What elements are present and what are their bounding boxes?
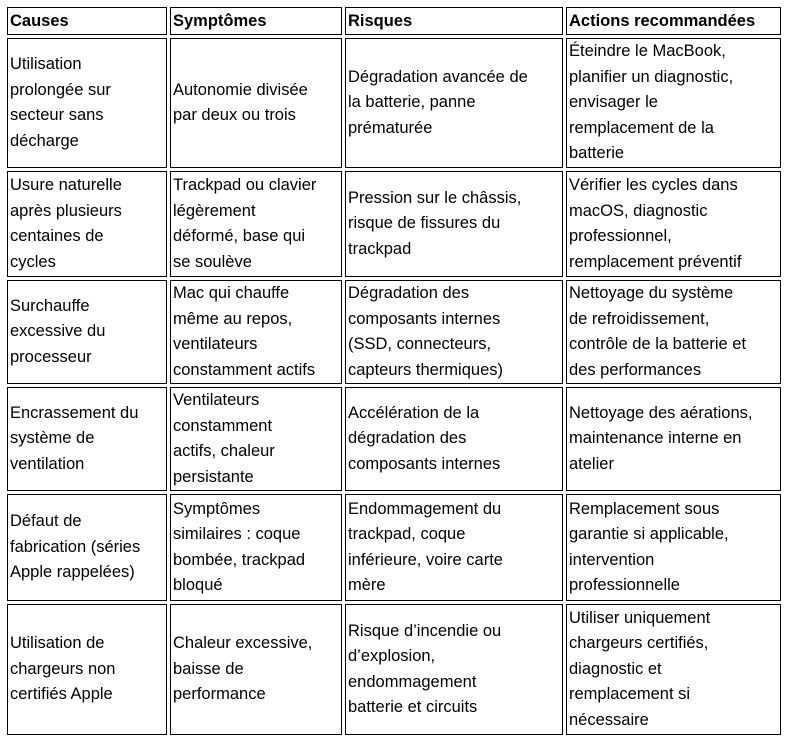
header-causes: Causes <box>7 7 167 35</box>
symptom-cell: Ventilateurs constamment actifs, chaleur… <box>170 387 342 491</box>
action-cell: Nettoyage du système de refroidissement,… <box>566 280 781 384</box>
table-row: Usure naturelle après plusieurs centaine… <box>7 171 781 277</box>
symptom-cell: Mac qui chauffe même au repos, ventilate… <box>170 280 342 384</box>
risk-cell: Accélération de la dégradation des compo… <box>345 387 563 491</box>
header-row: Causes Symptômes Risques Actions recomma… <box>7 7 781 35</box>
header-actions: Actions recommandées <box>566 7 781 35</box>
action-cell: Éteindre le MacBook, planifier un diagno… <box>566 38 781 168</box>
action-cell: Vérifier les cycles dans macOS, diagnost… <box>566 171 781 277</box>
risk-cell: Dégradation avancée de la batterie, pann… <box>345 38 563 168</box>
cause-cell: Défaut de fabrication (séries Apple rapp… <box>7 494 167 601</box>
action-cell: Utiliser uniquement chargeurs certifiés,… <box>566 604 781 735</box>
table-row: Défaut de fabrication (séries Apple rapp… <box>7 494 781 601</box>
table-row: Surchauffe excessive du processeur Mac qu… <box>7 280 781 384</box>
header-symptomes: Symptômes <box>170 7 342 35</box>
risk-cell: Endommagement du trackpad, coque inférie… <box>345 494 563 601</box>
cause-cell: Utilisation de chargeurs non certifiés A… <box>7 604 167 735</box>
symptom-cell: Autonomie divisée par deux ou trois <box>170 38 342 168</box>
table-row: Utilisation de chargeurs non certifiés A… <box>7 604 781 735</box>
cause-cell: Surchauffe excessive du processeur <box>7 280 167 384</box>
table-row: Utilisation prolongée sur secteur sans d… <box>7 38 781 168</box>
risk-cell: Pression sur le châssis, risque de fissu… <box>345 171 563 277</box>
header-risques: Risques <box>345 7 563 35</box>
cause-cell: Utilisation prolongée sur secteur sans d… <box>7 38 167 168</box>
causes-table: Causes Symptômes Risques Actions recomma… <box>4 4 784 738</box>
symptom-cell: Chaleur excessive, baisse de performance <box>170 604 342 735</box>
cause-cell: Encrassement du système de ventilation <box>7 387 167 491</box>
symptom-cell: Trackpad ou clavier légèrement déformé, … <box>170 171 342 277</box>
action-cell: Remplacement sous garantie si applicable… <box>566 494 781 601</box>
cause-cell: Usure naturelle après plusieurs centaine… <box>7 171 167 277</box>
risk-cell: Risque d’incendie ou d’explosion, endomm… <box>345 604 563 735</box>
risk-cell: Dégradation des composants internes (SSD… <box>345 280 563 384</box>
table-row: Encrassement du système de ventilation Ve… <box>7 387 781 491</box>
symptom-cell: Symptômes similaires : coque bombée, tra… <box>170 494 342 601</box>
action-cell: Nettoyage des aérations, maintenance int… <box>566 387 781 491</box>
